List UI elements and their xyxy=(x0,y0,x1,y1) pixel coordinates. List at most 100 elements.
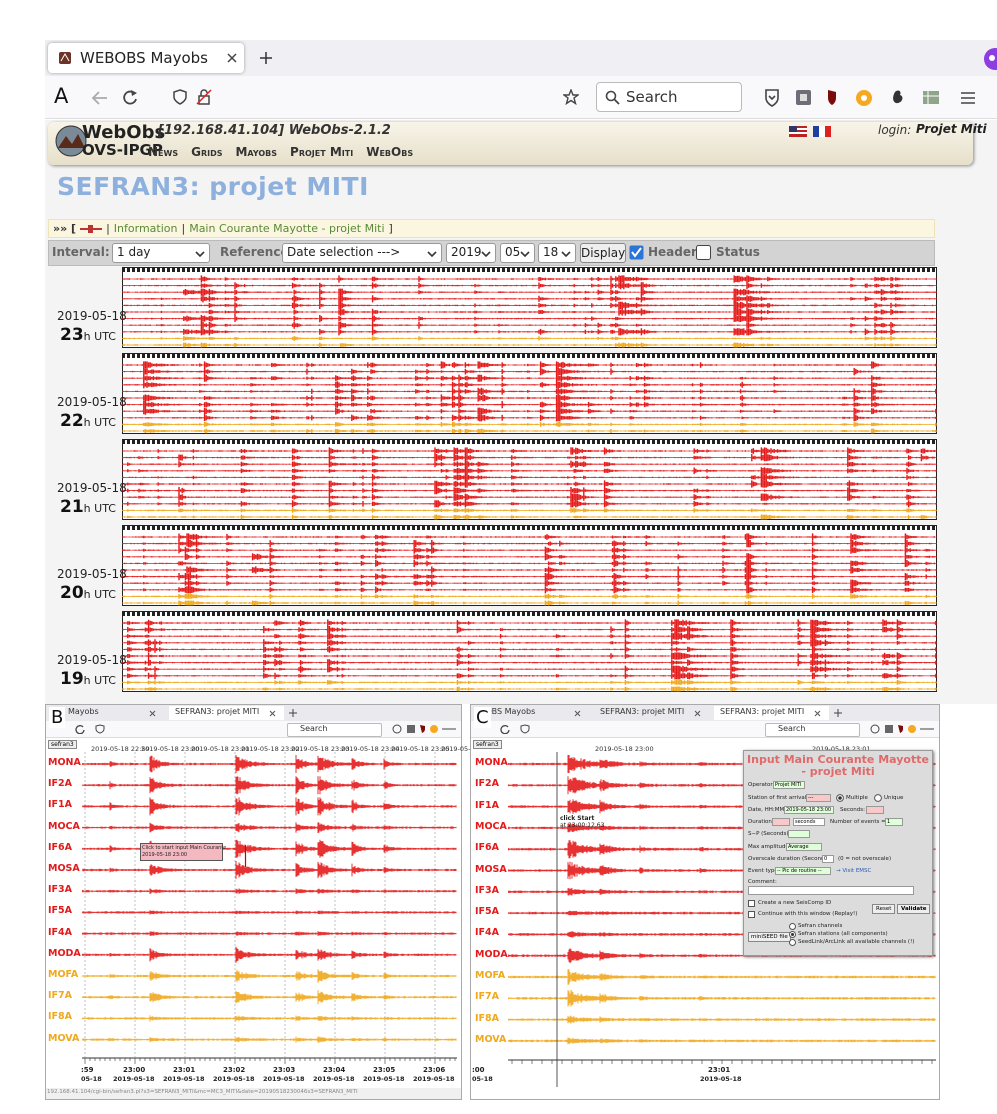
menu-button[interactable] xyxy=(960,90,976,106)
form-text: S−P (Seconds): xyxy=(748,831,790,837)
seismograms-b[interactable] xyxy=(82,752,457,1087)
breadcrumb-link[interactable]: Information xyxy=(114,222,178,235)
nav-item[interactable]: WebObs xyxy=(366,145,413,159)
new-tab[interactable] xyxy=(834,709,842,717)
new-tab[interactable] xyxy=(289,709,297,717)
reset-button[interactable]: Reset xyxy=(872,904,895,914)
form-text: Comment: xyxy=(748,879,777,885)
seismogram-rows[interactable] xyxy=(122,267,937,699)
select-chevron xyxy=(520,250,530,258)
radio-unique[interactable] xyxy=(874,794,882,802)
language-flags-part xyxy=(819,126,825,137)
miniseed-button[interactable]: miniSEED file xyxy=(748,932,791,942)
breadcrumb-icon-part xyxy=(88,225,93,233)
tab-close[interactable] xyxy=(226,52,238,64)
sefran-button[interactable]: sefran3 xyxy=(473,740,502,749)
form-input[interactable] xyxy=(772,818,790,826)
axis-date: 2019-05-18 xyxy=(213,1075,255,1083)
breadcrumb-icon[interactable] xyxy=(80,224,102,234)
nav-item[interactable]: News xyxy=(148,145,178,159)
sefran-button[interactable]: sefran3 xyxy=(48,740,77,749)
form-input[interactable]: 0 xyxy=(822,855,834,863)
account-icon[interactable] xyxy=(982,47,997,71)
option-radio[interactable] xyxy=(789,931,796,938)
tab-close[interactable] xyxy=(269,710,276,717)
back-button[interactable] xyxy=(92,90,108,106)
form-input[interactable] xyxy=(866,806,884,814)
continue-checkbox[interactable] xyxy=(748,911,755,918)
seiscomp-checkbox[interactable] xyxy=(748,900,755,907)
select-chevron xyxy=(195,250,205,258)
tab-close[interactable] xyxy=(574,710,581,717)
toolbar-icons[interactable] xyxy=(760,86,975,110)
reload-button[interactable] xyxy=(500,724,510,734)
station-label: IF3A xyxy=(475,885,499,896)
form-input[interactable]: 2019-05-18 23:00 xyxy=(784,806,834,814)
breadcrumb-link[interactable]: Main Courante Mayotte - projet Miti xyxy=(189,222,384,235)
select-value[interactable]: 2019 xyxy=(451,245,482,259)
tab-title[interactable]: SEFRAN3: projet MITI xyxy=(600,707,684,716)
row-date: 2019-05-18 xyxy=(57,309,127,323)
form-title: Input Main Courante Mayotte - projet Mit… xyxy=(746,754,930,778)
new-tab[interactable] xyxy=(259,51,273,65)
nav-item[interactable]: Mayobs xyxy=(235,145,277,159)
language-flags[interactable] xyxy=(789,126,833,138)
option-radio[interactable] xyxy=(789,923,796,930)
radio-multiple-part xyxy=(838,796,842,800)
axis-date: 2019-05-18 xyxy=(413,1075,455,1083)
tab-close[interactable] xyxy=(694,710,701,717)
tab-title[interactable]: WEBOBS Mayobs xyxy=(80,49,208,67)
reload-button[interactable] xyxy=(75,724,85,734)
comment-field[interactable] xyxy=(748,886,914,895)
select-value[interactable]: 18 xyxy=(543,245,558,259)
waveform xyxy=(508,990,935,1007)
form-input[interactable]: --- xyxy=(806,794,831,802)
axis-time: 23:03 xyxy=(273,1066,295,1074)
axis-time: :00 xyxy=(472,1066,485,1074)
option-radio[interactable] xyxy=(789,939,796,946)
bookmark-star-part xyxy=(564,90,578,104)
search-placeholder[interactable]: Search xyxy=(626,88,678,106)
nav-item[interactable]: Grids xyxy=(191,145,222,159)
radio-multiple[interactable] xyxy=(836,794,844,802)
select-value[interactable]: Date selection ---> xyxy=(287,245,400,259)
status-checkbox[interactable] xyxy=(696,245,711,260)
form-input[interactable]: seconds xyxy=(793,818,825,826)
waveform xyxy=(82,755,456,773)
form-input[interactable]: -- Pic de routine -- xyxy=(775,867,831,875)
station-label: MOFA xyxy=(48,969,78,980)
form-input[interactable]: 1 xyxy=(885,818,903,826)
station-label: IF3A xyxy=(48,884,72,895)
tab-close[interactable] xyxy=(149,710,156,717)
reload-button-part xyxy=(131,90,137,96)
display-button[interactable]: Display xyxy=(580,243,626,263)
axis-date: 2019-05-18 xyxy=(163,1075,205,1083)
select-value[interactable]: 1 day xyxy=(117,245,151,259)
page-title: SEFRAN3: projet MITI xyxy=(57,172,369,201)
tab-title[interactable]: SEFRAN3: projet MITI xyxy=(720,707,804,716)
tab-title[interactable]: SEFRAN3: projet MITI xyxy=(175,707,259,716)
new-tab-part xyxy=(834,709,842,717)
search-placeholder[interactable]: Search xyxy=(300,724,327,733)
validate-button[interactable]: Validate xyxy=(897,904,930,914)
bookmark-star[interactable] xyxy=(563,89,579,105)
form-input[interactable] xyxy=(788,830,810,838)
form-input[interactable]: Average xyxy=(786,843,822,851)
option-radio-part xyxy=(790,940,796,946)
toolbar-icons-part xyxy=(769,96,775,99)
search-placeholder[interactable]: Search xyxy=(778,724,805,733)
panel-toolbar-icons[interactable] xyxy=(392,724,458,735)
waveform xyxy=(82,931,456,936)
row-date: 2019-05-18 xyxy=(57,395,127,409)
waveform xyxy=(82,888,456,894)
select-value[interactable]: 05 xyxy=(505,245,520,259)
reload-button[interactable] xyxy=(122,89,138,105)
header-checkbox[interactable] xyxy=(629,245,644,260)
form-input[interactable]: Projet MITI xyxy=(773,781,805,789)
panel-toolbar-icons[interactable] xyxy=(870,724,936,735)
tab-close[interactable] xyxy=(814,710,821,717)
axis-date: 2019-05-18 xyxy=(363,1075,405,1083)
nav-item[interactable]: Projet Miti xyxy=(290,145,353,159)
station-label: MODA xyxy=(475,949,508,960)
lock-icon xyxy=(196,89,212,105)
